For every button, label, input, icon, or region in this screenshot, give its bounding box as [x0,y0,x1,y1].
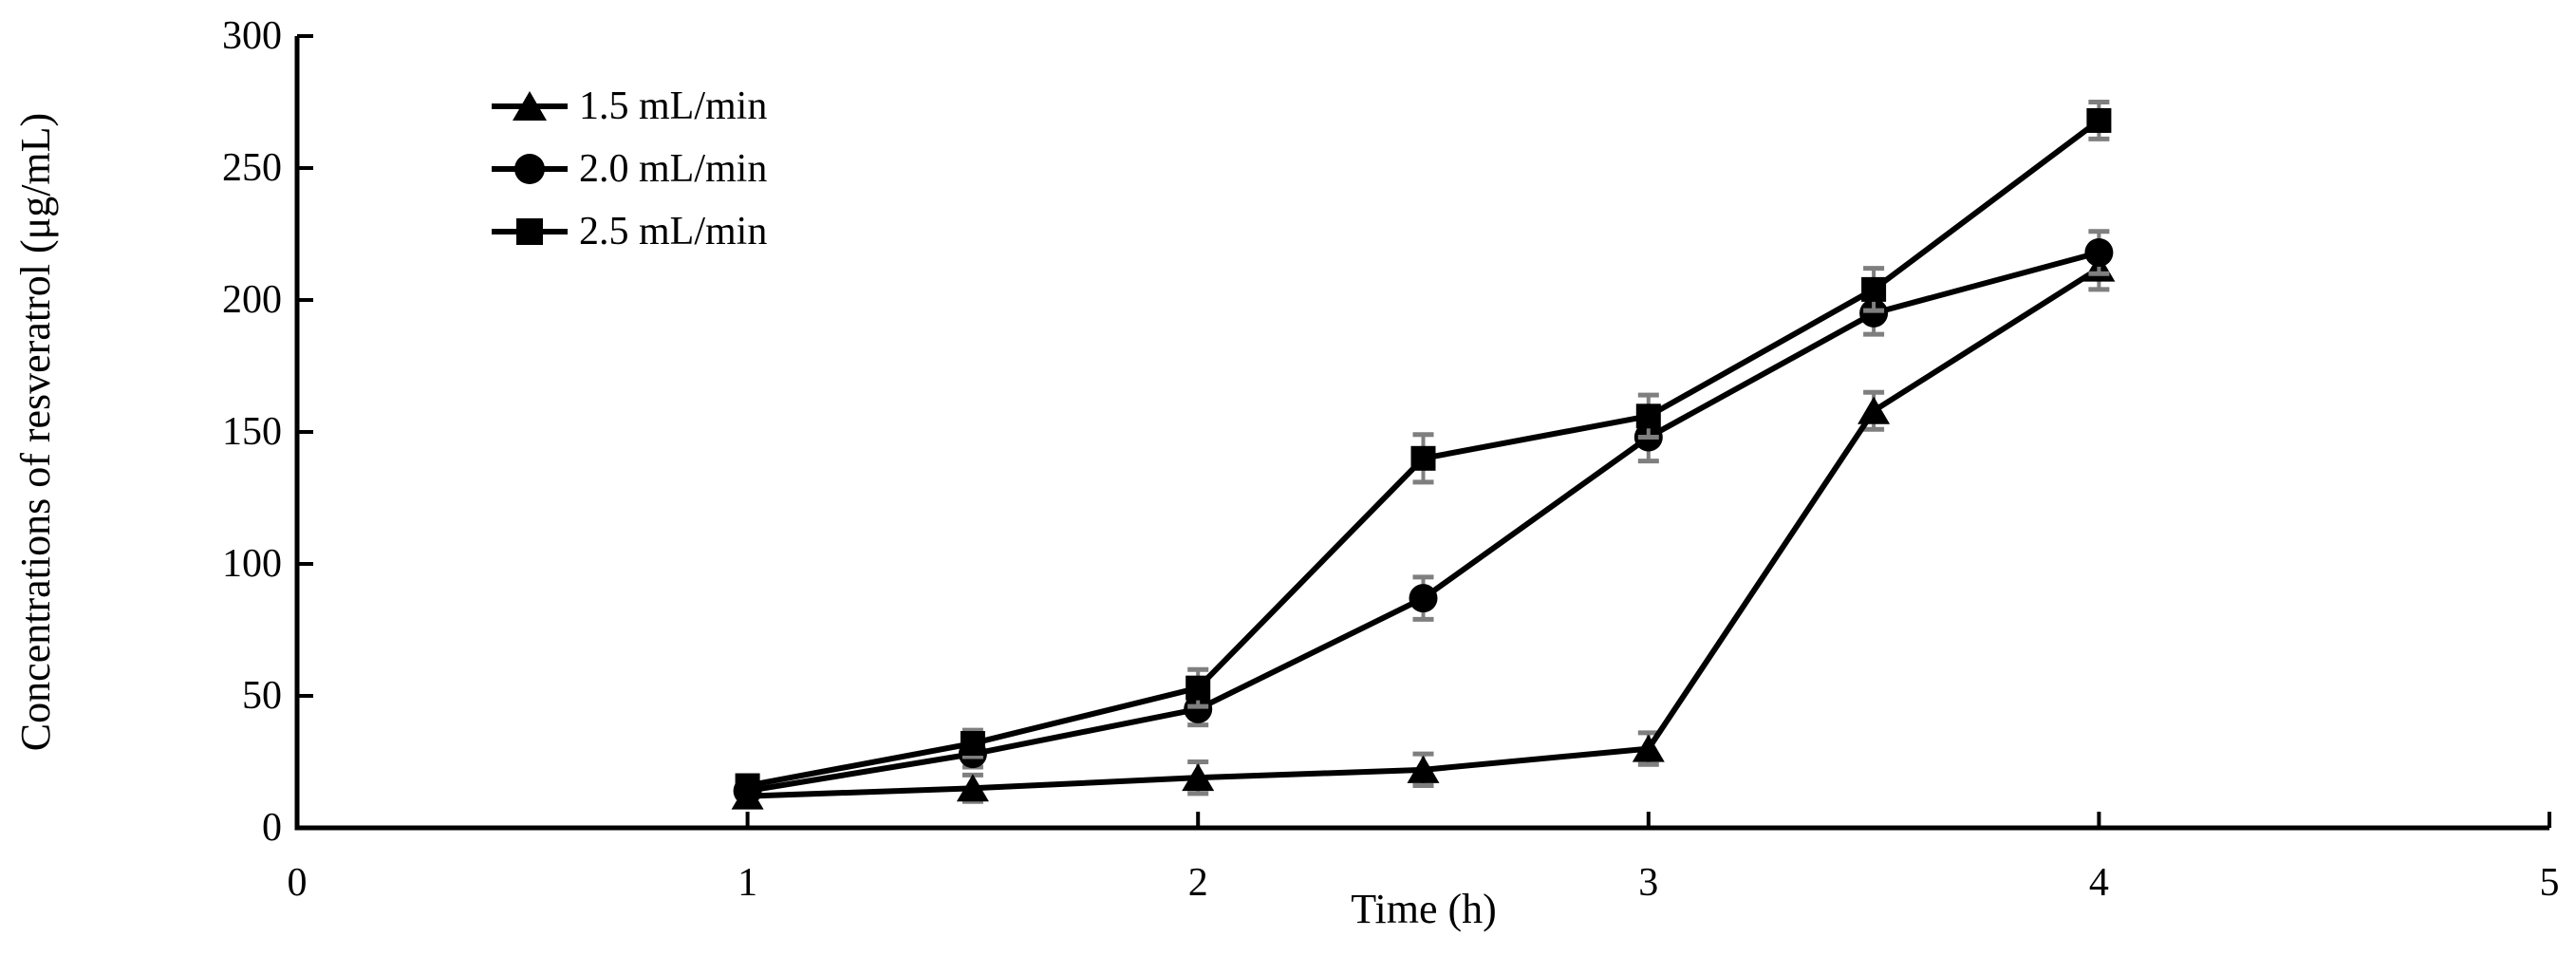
y-tick-label: 250 [222,146,282,190]
legend-keys [492,91,568,245]
triangle-marker [1182,763,1215,792]
series-line-1 [747,266,2101,799]
square-marker [735,773,760,798]
series-line-2 [747,250,2100,795]
y-tick-label: 100 [222,542,282,586]
x-tick-label: 0 [288,861,308,905]
x-tick-label: 4 [2089,861,2109,905]
square-marker [1185,675,1211,701]
triangle-marker [1632,734,1665,762]
x-axis-title: Time (h) [1351,886,1497,932]
y-tick-label: 200 [222,278,282,322]
square-marker [960,731,985,757]
x-tick-label: 3 [1638,861,1658,905]
legend-label-series-1: 1.5 mL/min [579,84,767,128]
y-tick-label: 0 [262,806,282,850]
y-axis-title: Concentrations of resveratrol (μg/mL) [12,113,59,751]
square-marker [1861,276,1887,302]
circle-marker [1409,584,1438,613]
circle-legend-icon [514,154,545,184]
legend-label-series-3: 2.5 mL/min [579,210,767,253]
circle-marker [2084,237,2114,267]
triangle-marker [1407,755,1440,783]
x-tick-label: 2 [1188,861,1208,905]
triangle-marker [956,774,989,802]
circle-marker [1859,298,1889,328]
square-marker [1635,403,1661,429]
legend-label-series-2: 2.0 mL/min [579,147,767,191]
x-tick-label: 1 [737,861,757,905]
y-tick-label: 50 [242,674,282,718]
y-tick-label: 150 [222,410,282,454]
triangle-marker [1857,396,1891,424]
legend: 1.5 mL/min 2.0 mL/min 2.5 mL/min [492,84,767,253]
plot-area: 0 50 100 150 200 250 300 0 1 2 3 4 5 [222,14,2560,905]
square-marker [2086,107,2112,133]
triangle-legend-icon [513,91,547,121]
square-marker [1410,445,1436,471]
y-tick-label: 300 [222,14,282,58]
x-tick-label: 5 [2540,861,2560,905]
square-legend-icon [516,218,543,245]
circle-marker [1184,694,1213,723]
